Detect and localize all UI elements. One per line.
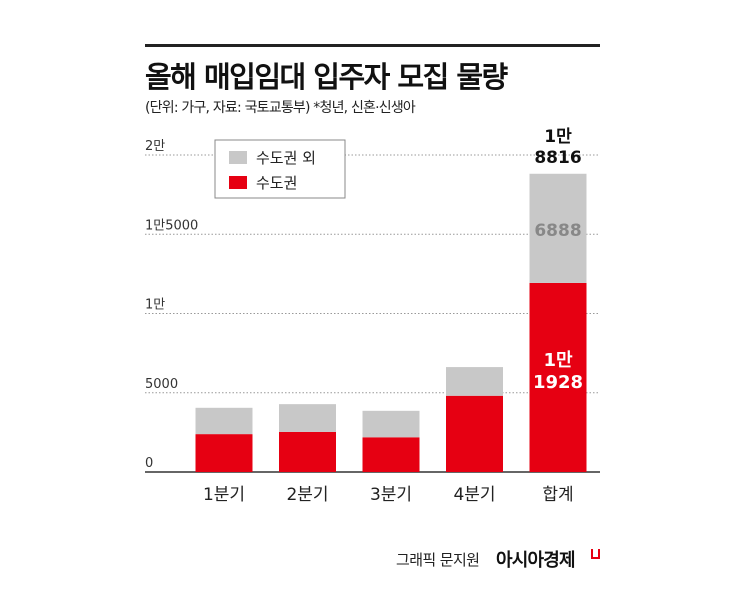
bar-non-capital bbox=[195, 407, 253, 435]
legend-swatch-non-capital bbox=[229, 151, 247, 164]
bar-non-capital bbox=[362, 410, 420, 438]
legend-label-capital: 수도권 bbox=[256, 174, 297, 192]
y-tick-label: 2만 bbox=[145, 139, 165, 154]
bar-capital bbox=[529, 282, 587, 472]
bar-capital bbox=[195, 434, 253, 472]
graphic-credit: 그래픽 문지원 bbox=[396, 551, 480, 569]
chart-subtitle: (단위: 가구, 자료: 국토교통부) *청년, 신혼·신생아 bbox=[145, 100, 416, 116]
bar-non-capital bbox=[279, 404, 336, 432]
bar-capital bbox=[362, 437, 420, 472]
brand-mark-icon bbox=[591, 549, 600, 559]
total-label-line2: 8816 bbox=[534, 148, 581, 168]
y-tick-label: 1만 bbox=[145, 298, 165, 313]
top-rule bbox=[145, 44, 600, 47]
y-tick-label: 1만5000 bbox=[145, 218, 198, 233]
legend: 수도권 외 수도권 bbox=[214, 139, 346, 199]
capital-total-label-line1: 1만 bbox=[543, 350, 573, 371]
non-capital-total-label: 6888 bbox=[534, 221, 581, 241]
x-tick-label: 3분기 bbox=[370, 485, 412, 505]
y-tick-label: 0 bbox=[145, 456, 153, 471]
brand-logo: 아시아경제 bbox=[496, 550, 576, 571]
bar-non-capital bbox=[446, 367, 503, 396]
bar-non-capital bbox=[529, 173, 587, 283]
legend-swatch-capital bbox=[229, 176, 247, 189]
x-tick-label: 합계 bbox=[542, 485, 573, 505]
x-tick-label: 1분기 bbox=[203, 485, 245, 505]
y-tick-label: 5000 bbox=[145, 377, 178, 392]
legend-label-non-capital: 수도권 외 bbox=[256, 149, 316, 167]
total-label-line1: 1만 bbox=[544, 127, 572, 147]
capital-total-label-line2: 1928 bbox=[533, 372, 583, 393]
x-tick-label: 4분기 bbox=[453, 485, 495, 505]
bar-capital bbox=[279, 431, 336, 472]
x-tick-label: 2분기 bbox=[286, 485, 328, 505]
bar-capital bbox=[446, 395, 503, 472]
chart-title: 올해 매입임대 입주자 모집 물량 bbox=[145, 60, 508, 94]
